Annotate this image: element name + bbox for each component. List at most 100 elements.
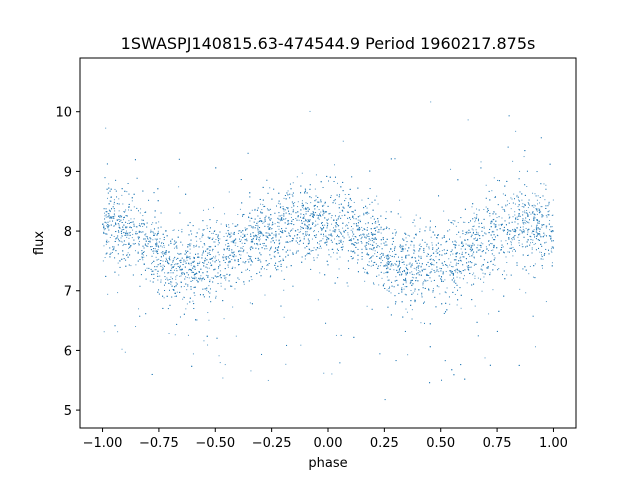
- data-point: [340, 241, 342, 243]
- data-point: [279, 220, 281, 222]
- data-point: [115, 237, 117, 239]
- data-point: [405, 266, 407, 268]
- data-point: [363, 234, 365, 236]
- data-point: [173, 269, 175, 271]
- data-point: [407, 354, 409, 356]
- data-point: [539, 234, 541, 236]
- data-point: [368, 261, 370, 263]
- data-point: [399, 246, 401, 248]
- data-point: [192, 280, 194, 282]
- data-point: [526, 186, 528, 187]
- data-point: [211, 232, 213, 234]
- data-point: [410, 264, 412, 266]
- data-point: [167, 262, 169, 264]
- data-point: [344, 194, 346, 196]
- data-point: [300, 226, 302, 228]
- data-point: [257, 226, 259, 228]
- data-point: [192, 261, 194, 263]
- data-point: [245, 230, 247, 232]
- data-point: [324, 203, 326, 205]
- data-point: [531, 248, 533, 250]
- data-point: [257, 224, 259, 226]
- data-point: [533, 206, 535, 208]
- data-point: [339, 194, 341, 196]
- data-point: [307, 219, 309, 221]
- data-point: [524, 203, 526, 205]
- data-point: [121, 241, 123, 243]
- data-point: [316, 257, 318, 259]
- data-point: [289, 222, 291, 224]
- data-point: [107, 192, 109, 194]
- data-point: [283, 316, 285, 318]
- data-point: [524, 210, 526, 212]
- data-point: [106, 225, 108, 227]
- data-point: [323, 204, 325, 206]
- data-point: [314, 225, 316, 227]
- data-point: [517, 206, 519, 208]
- data-point: [305, 235, 307, 237]
- data-point: [342, 245, 344, 247]
- data-point: [285, 363, 287, 365]
- data-point: [247, 259, 249, 261]
- data-point: [354, 213, 356, 215]
- data-point: [329, 234, 331, 236]
- data-point: [478, 209, 480, 211]
- data-point: [117, 331, 119, 333]
- data-point: [532, 192, 534, 194]
- data-point: [123, 211, 125, 213]
- data-point: [471, 228, 473, 230]
- data-point: [325, 235, 327, 237]
- data-point: [385, 227, 387, 229]
- data-point: [277, 225, 279, 227]
- data-point: [134, 250, 136, 252]
- data-point: [371, 308, 373, 310]
- data-point: [289, 241, 291, 243]
- data-point: [340, 232, 342, 234]
- data-point: [202, 209, 204, 211]
- data-point: [482, 243, 484, 245]
- data-point: [235, 242, 237, 244]
- data-point: [377, 221, 379, 223]
- data-point: [114, 210, 116, 212]
- data-point: [292, 195, 294, 197]
- data-point: [102, 260, 104, 262]
- data-point: [551, 226, 553, 228]
- data-point: [222, 256, 224, 258]
- data-point: [472, 229, 474, 231]
- data-point: [266, 248, 268, 250]
- data-point: [245, 229, 247, 231]
- data-point: [512, 160, 514, 162]
- data-point: [275, 236, 277, 238]
- data-point: [549, 220, 551, 222]
- data-point: [482, 272, 484, 274]
- data-point: [253, 221, 255, 223]
- data-point: [289, 183, 291, 185]
- data-point: [258, 239, 260, 241]
- data-point: [179, 212, 181, 214]
- data-point: [209, 292, 211, 294]
- data-point: [193, 286, 195, 288]
- data-point: [115, 190, 117, 192]
- data-point: [254, 218, 256, 220]
- data-point: [505, 204, 507, 206]
- data-point: [519, 233, 521, 235]
- data-point: [269, 234, 271, 236]
- data-point: [532, 233, 534, 235]
- data-point: [201, 233, 203, 235]
- data-point: [203, 251, 205, 253]
- data-point: [332, 230, 334, 232]
- data-point: [110, 200, 112, 202]
- data-point: [238, 254, 240, 256]
- data-point: [376, 195, 378, 197]
- data-point: [249, 258, 251, 260]
- data-point: [109, 256, 111, 258]
- data-point: [317, 223, 319, 225]
- data-point: [470, 236, 472, 238]
- data-point: [400, 245, 402, 247]
- data-point: [513, 236, 515, 238]
- data-point: [353, 218, 355, 220]
- data-point: [521, 246, 523, 248]
- data-point: [524, 184, 526, 186]
- data-point: [298, 219, 300, 221]
